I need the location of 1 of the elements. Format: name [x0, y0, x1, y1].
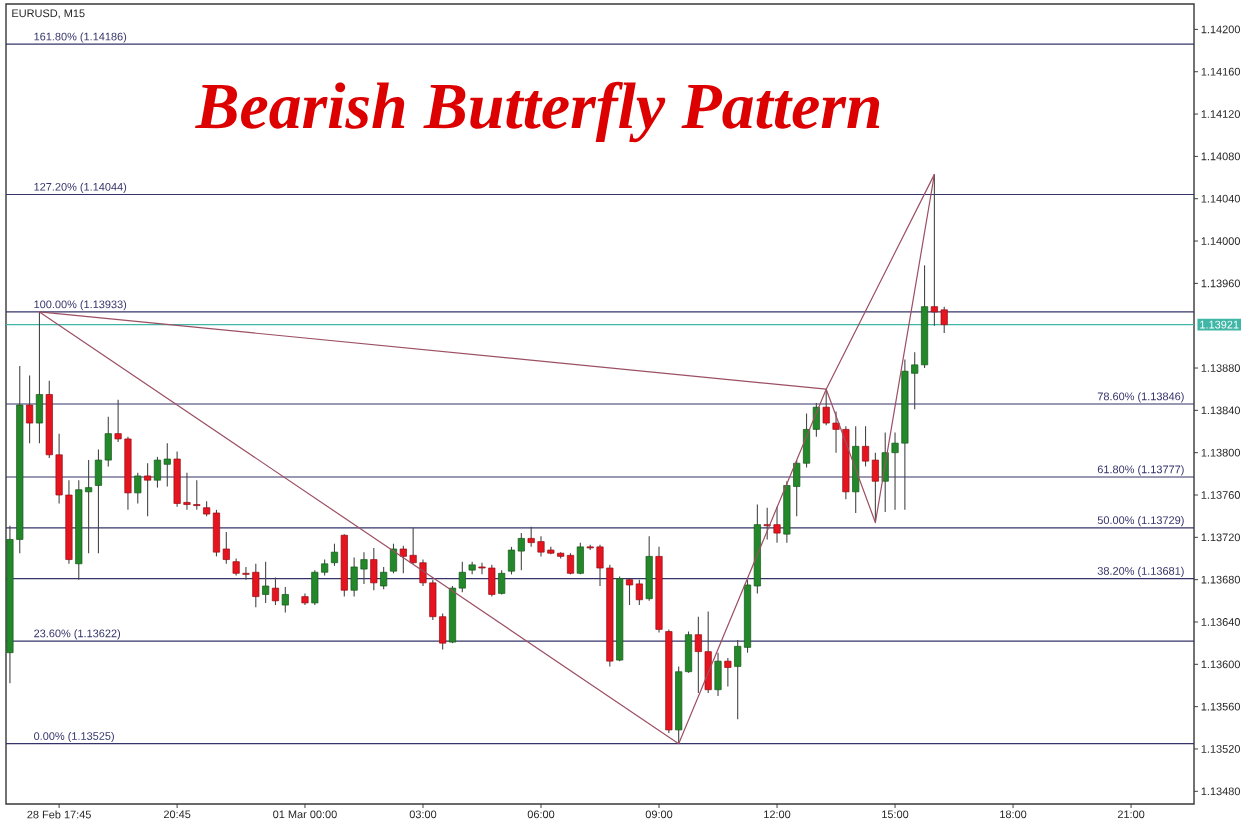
text: Bearish Butterfly Pattern — [195, 81, 880, 143]
